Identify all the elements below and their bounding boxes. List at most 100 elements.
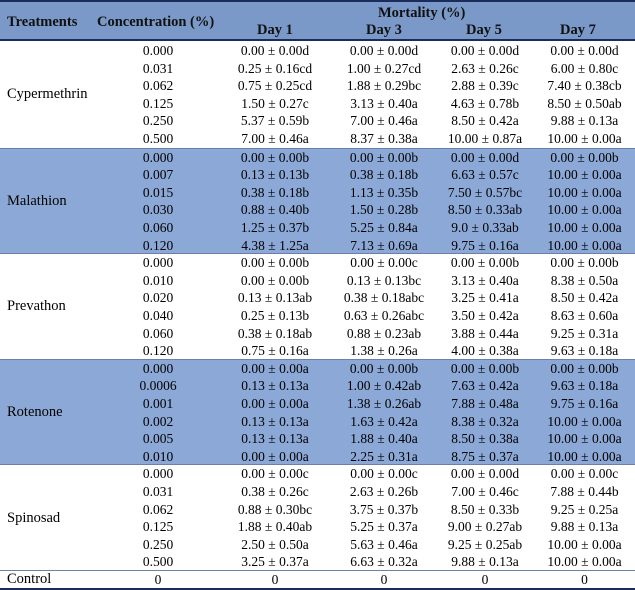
mortality-cell-day-7: 8.50 ± 0.50ab <box>547 95 622 111</box>
mortality-cell-day-5: 4.63 ± 0.78b <box>450 95 520 111</box>
mortality-cell-day-7: 6.00 ± 0.80c <box>550 60 619 76</box>
mortality-cell-day-5: 8.50 ± 0.38a <box>451 431 519 447</box>
mortality-cell-day-5: 9.00 ± 0.27ab <box>447 519 523 535</box>
table-row: 0.031 0.25 ± 0.16cd 1.00 ± 0.27cd 2.63 ± 0.… <box>0 60 635 78</box>
mortality-cell-day-1: 0.38 ± 0.18b <box>240 184 310 200</box>
table-row: 0.000 0.00 ± 0.00b 0.00 ± 0.00c 0.00 ± 0.00… <box>0 254 635 272</box>
mortality-cell-day-5: 0.00 ± 0.00d <box>450 43 520 58</box>
mortality-cell-day-7: 0 <box>581 572 588 587</box>
mortality-cell-day-7: 9.25 ± 0.31a <box>550 325 619 341</box>
mortality-cell-day-5: 7.63 ± 0.42a <box>451 378 519 394</box>
concentration-cell: 0.020 <box>142 290 174 306</box>
table-row: 0.040 0.25 ± 0.13b 0.63 ± 0.26abc 3.50 ± 0.… <box>0 307 635 325</box>
treatment-name: Cypermethrin <box>7 86 88 103</box>
mortality-cell-day-3: 0.00 ± 0.00c <box>350 466 418 482</box>
mortality-cell-day-1: 0.00 ± 0.00b <box>240 149 310 165</box>
mortality-cell-day-3: 0.38 ± 0.18abc <box>343 290 425 306</box>
concentration-cell: 0.250 <box>142 536 174 552</box>
mortality-cell-day-5: 3.50 ± 0.42a <box>451 307 519 323</box>
table-header: Treatments Concentration (%) Mortality (… <box>0 0 635 41</box>
mortality-cell-day-7: 0.00 ± 0.00d <box>550 43 619 58</box>
treatment-name: Control <box>7 571 52 588</box>
concentration-cell: 0.001 <box>142 395 174 411</box>
mortality-cell-day-7: 0.00 ± 0.00b <box>550 360 619 376</box>
mortality-cell-day-5: 9.75 ± 0.16a <box>451 237 519 253</box>
concentration-cell: 0.120 <box>142 237 174 253</box>
mortality-cell-day-1: 1.88 ± 0.40ab <box>237 519 313 535</box>
mortality-cell-day-1: 0.00 ± 0.00a <box>241 448 309 464</box>
mortality-cell-day-7: 10.00 ± 0.00a <box>547 448 622 464</box>
concentration-cell: 0.000 <box>142 149 174 165</box>
header-day-7: Day 7 <box>560 22 596 38</box>
concentration-cell: 0.250 <box>142 113 174 129</box>
concentration-cell: 0.010 <box>142 448 174 464</box>
concentration-cell: 0.015 <box>142 184 174 200</box>
concentration-cell: 0.500 <box>142 554 174 570</box>
mortality-cell-day-3: 1.63 ± 0.42a <box>350 413 418 429</box>
table-row: 0.060 1.25 ± 0.37b 5.25 ± 0.84a 9.0 ± 0.33a… <box>0 219 635 237</box>
concentration-cell: 0.030 <box>142 202 174 218</box>
concentration-cell: 0.031 <box>142 60 174 76</box>
concentration-cell: 0.031 <box>142 483 174 499</box>
mortality-cell-day-7: 10.00 ± 0.00a <box>547 431 622 447</box>
mortality-cell-day-3: 0 <box>380 572 388 587</box>
table-row: 0.010 0.00 ± 0.00b 0.13 ± 0.13bc 3.13 ± 0.4… <box>0 272 635 290</box>
mortality-cell-day-1: 0.13 ± 0.13a <box>241 431 309 447</box>
treatment-name: Malathion <box>7 192 67 209</box>
mortality-cell-day-5: 0.00 ± 0.00d <box>450 149 520 165</box>
mortality-cell-day-1: 0.75 ± 0.25cd <box>237 78 313 94</box>
mortality-cell-day-1: 0.38 ± 0.18ab <box>237 325 313 341</box>
mortality-cell-day-1: 0.25 ± 0.16cd <box>237 60 313 76</box>
mortality-cell-day-3: 2.63 ± 0.26b <box>349 483 419 499</box>
concentration-cell: 0 <box>154 572 162 587</box>
mortality-cell-day-5: 4.00 ± 0.38a <box>451 343 519 359</box>
treatment-group: Rotenone 0.000 0.00 ± 0.00a 0.00 ± 0.00b 0.0… <box>0 358 635 466</box>
header-mortality: Mortality (%) <box>378 5 466 21</box>
mortality-cell-day-1: 0.75 ± 0.16a <box>241 343 309 359</box>
table-row: 0.015 0.38 ± 0.18b 1.13 ± 0.35b 7.50 ± 0.57… <box>0 184 635 202</box>
table-row: 0.002 0.13 ± 0.13a 1.63 ± 0.42a 8.38 ± 0.32… <box>0 413 635 431</box>
mortality-cell-day-3: 0.88 ± 0.23ab <box>346 325 422 341</box>
mortality-cell-day-5: 8.75 ± 0.37a <box>451 448 519 464</box>
mortality-cell-day-7: 10.00 ± 0.00a <box>547 219 622 235</box>
mortality-cell-day-7: 9.88 ± 0.13a <box>550 113 619 129</box>
mortality-cell-day-3: 5.25 ± 0.84a <box>350 219 418 235</box>
mortality-cell-day-3: 3.13 ± 0.40a <box>350 95 418 111</box>
mortality-cell-day-3: 1.38 ± 0.26ab <box>346 395 422 411</box>
mortality-cell-day-1: 0.38 ± 0.26c <box>241 483 309 499</box>
table-row: 0.250 5.37 ± 0.59b 7.00 ± 0.46a 8.50 ± 0.42… <box>0 112 635 130</box>
mortality-cell-day-1: 3.25 ± 0.37a <box>241 554 309 570</box>
mortality-cell-day-5: 9.0 ± 0.33ab <box>451 219 519 235</box>
mortality-cell-day-7: 8.63 ± 0.60a <box>550 307 619 323</box>
mortality-cell-day-3: 0.00 ± 0.00c <box>350 255 418 271</box>
mortality-cell-day-1: 0.88 ± 0.40b <box>240 202 310 218</box>
mortality-cell-day-1: 0 <box>271 572 279 587</box>
concentration-cell: 0.000 <box>142 43 174 58</box>
table-row: 0.125 1.88 ± 0.40ab 5.25 ± 0.37a 9.00 ± 0.2… <box>0 518 635 536</box>
treatment-group: Malathion 0.000 0.00 ± 0.00b 0.00 ± 0.00b 0.… <box>0 147 635 255</box>
concentration-cell: 0.060 <box>142 219 174 235</box>
treatment-group: Prevathon 0.000 0.00 ± 0.00b 0.00 ± 0.00c 0.… <box>0 253 635 360</box>
mortality-cell-day-1: 0.00 ± 0.00c <box>241 466 309 482</box>
table-row: 0.0006 0.13 ± 0.13a 1.00 ± 0.42ab 7.63 ± 0.… <box>0 377 635 395</box>
mortality-cell-day-7: 9.88 ± 0.13a <box>550 519 619 535</box>
mortality-cell-day-5: 6.63 ± 0.57c <box>451 167 519 183</box>
mortality-cell-day-5: 3.13 ± 0.40a <box>451 272 519 288</box>
mortality-cell-day-1: 2.50 ± 0.50a <box>241 536 309 552</box>
table-row: 0.001 0.00 ± 0.00a 1.38 ± 0.26ab 7.88 ± 0.4… <box>0 395 635 413</box>
mortality-cell-day-5: 3.88 ± 0.44a <box>451 325 519 341</box>
mortality-cell-day-3: 1.38 ± 0.26a <box>350 343 418 359</box>
mortality-cell-day-7: 10.00 ± 0.00a <box>547 413 622 429</box>
concentration-cell: 0.000 <box>142 360 174 376</box>
mortality-cell-day-7: 9.75 ± 0.16a <box>550 395 619 411</box>
mortality-cell-day-1: 5.37 ± 0.59b <box>240 113 310 129</box>
mortality-cell-day-1: 0.13 ± 0.13ab <box>237 290 313 306</box>
mortality-cell-day-1: 0.00 ± 0.00a <box>241 395 309 411</box>
mortality-cell-day-5: 8.50 ± 0.42a <box>451 113 519 129</box>
table-row: 0.000 0.00 ± 0.00d 0.00 ± 0.00d 0.00 ± 0.00… <box>0 42 635 60</box>
concentration-cell: 0.060 <box>142 325 174 341</box>
mortality-cell-day-7: 10.00 ± 0.00a <box>547 167 622 183</box>
treatment-name: Rotenone <box>7 404 63 421</box>
header-day-5: Day 5 <box>466 22 502 38</box>
mortality-cell-day-3: 0.00 ± 0.00b <box>349 360 419 376</box>
